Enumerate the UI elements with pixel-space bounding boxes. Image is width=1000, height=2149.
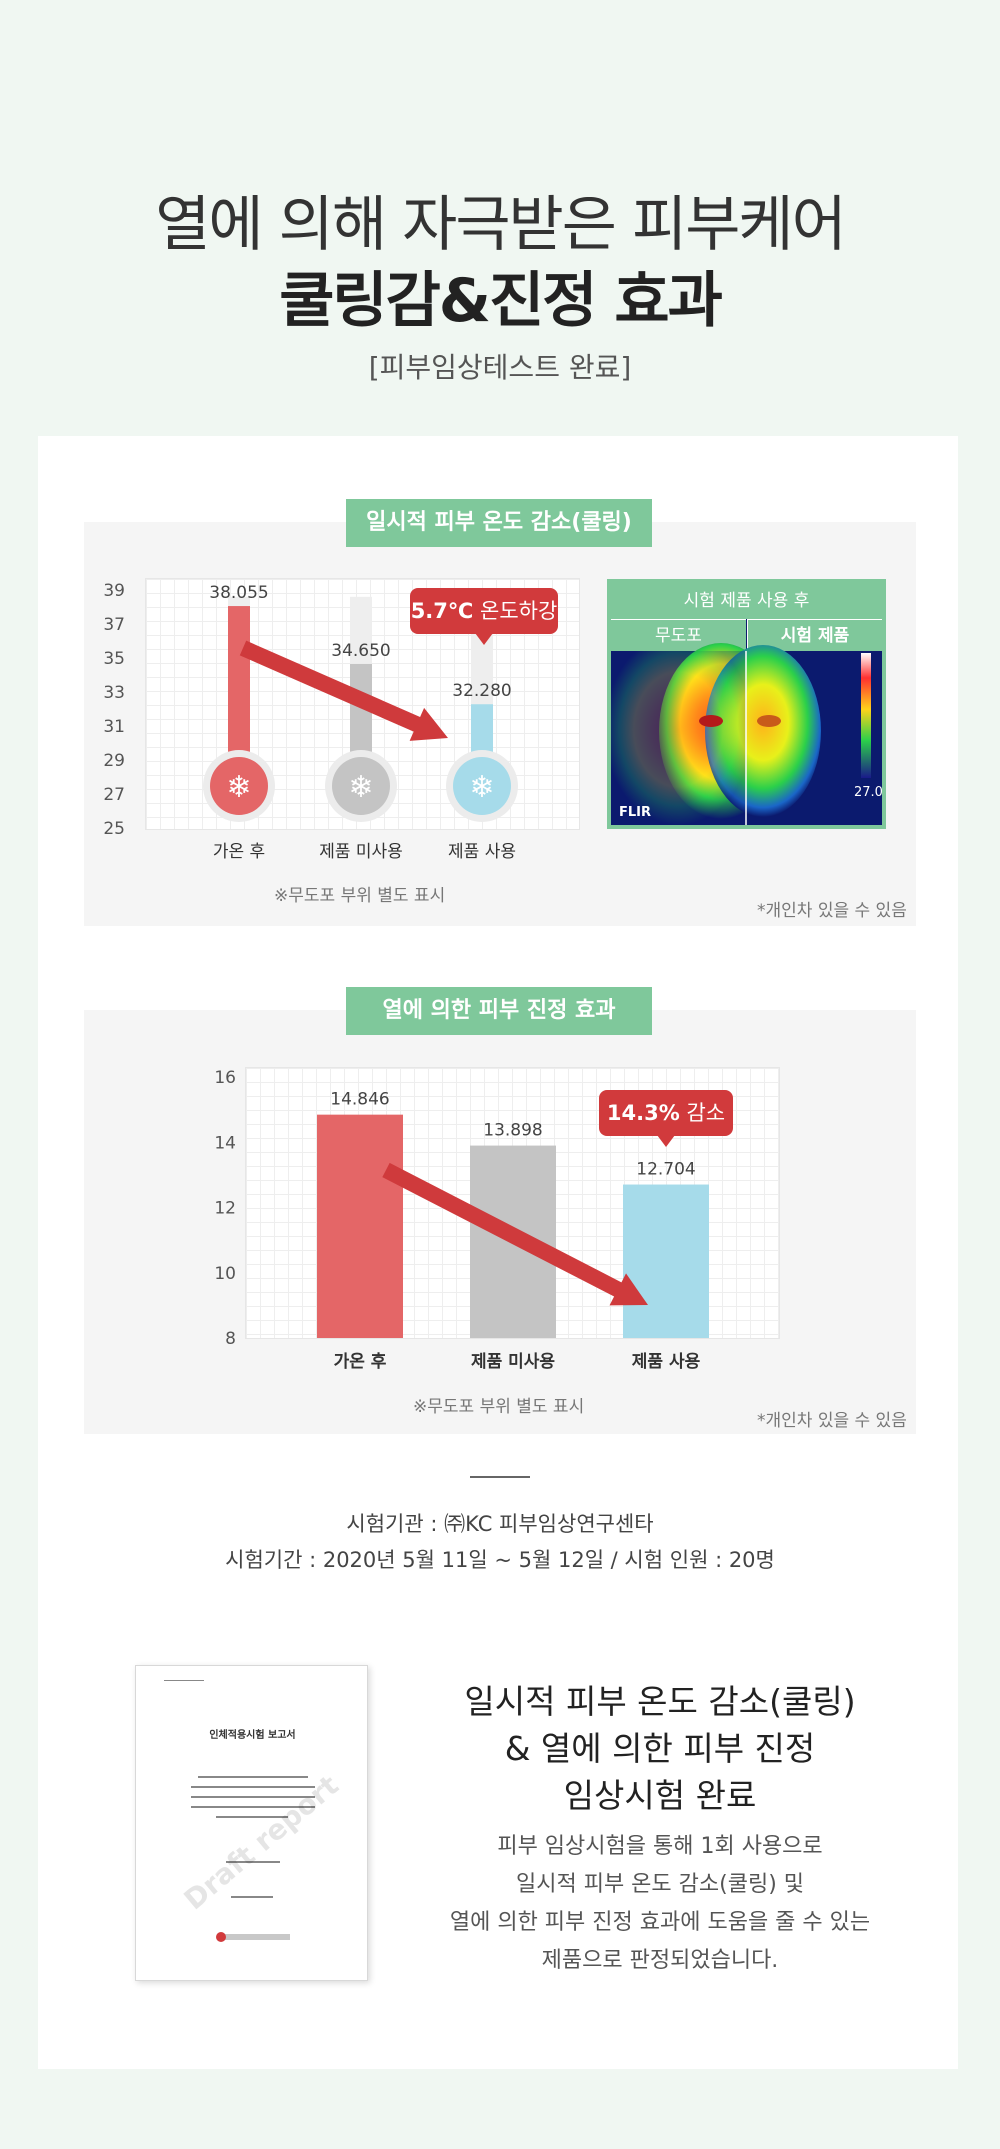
cooling-ytick-label: 25 [103, 819, 125, 839]
snowflake-icon: ❄ [469, 770, 494, 805]
cooling-individual-note: *개인차 있을 수 있음 [757, 901, 907, 921]
soothing-individual-note: *개인차 있을 수 있음 [757, 1411, 907, 1431]
report-document-thumbnail: 인체적용시험 보고서 Draft report [135, 1665, 368, 1981]
soothing-ytick-label: 8 [225, 1329, 236, 1349]
cooling-category-label: 가온 후 [213, 842, 265, 862]
soothing-callout-value: 14.3% [606, 1101, 680, 1125]
soothing-category-label: 제품 미사용 [471, 1352, 555, 1372]
thermal-scale-value: 27.0 [854, 785, 883, 800]
soothing-area-note: ※무도포 부위 별도 표시 [413, 1397, 585, 1417]
result-body-line2: 일시적 피부 온도 감소(쿨링) 및 [515, 1872, 805, 1897]
cooling-ytick-label: 31 [103, 717, 125, 737]
cooling-ytick-label: 35 [103, 649, 125, 669]
report-title: 인체적용시험 보고서 [209, 1730, 296, 1741]
result-body-line1: 피부 임상시험을 통해 1회 사용으로 [497, 1834, 823, 1859]
test-period: 시험기간 : 2020년 5월 11일 ~ 5월 12일 / 시험 인원 : 2… [225, 1548, 775, 1572]
soothing-ytick-label: 12 [214, 1199, 236, 1219]
cooling-bulb [453, 757, 511, 815]
cooling-chart-title: 일시적 피부 온도 감소(쿨링) [346, 499, 652, 547]
thermal-face-image [611, 643, 882, 825]
soothing-callout: 14.3% 감소 [599, 1090, 733, 1136]
cooling-bulb [332, 757, 390, 815]
report-watermark: Draft report [177, 1768, 345, 1917]
soothing-value-label: 12.704 [636, 1160, 695, 1180]
cooling-ytick-label: 33 [103, 683, 125, 703]
soothing-bar-heated [317, 1114, 403, 1338]
test-institution: 시험기관 : ㈜KC 피부임상연구센타 [346, 1512, 654, 1536]
result-title-line3: 임상시험 완료 [563, 1776, 757, 1815]
cooling-bar-heated [228, 606, 250, 770]
soothing-callout-text: 감소 [686, 1101, 726, 1125]
soothing-value-label: 14.846 [330, 1090, 389, 1110]
soothing-decrease-arrow [382, 1162, 648, 1306]
cooling-category-label: 제품 미사용 [319, 842, 403, 862]
hero-subtitle: [피부임상테스트 완료] [368, 351, 632, 384]
snowflake-icon: ❄ [226, 770, 251, 805]
result-title-line2: & 열에 의한 피부 진정 [504, 1729, 816, 1768]
cooling-area-note: ※무도포 부위 별도 표시 [274, 886, 446, 906]
soothing-ytick-label: 14 [214, 1133, 236, 1153]
result-body-line4: 제품으로 판정되었습니다. [541, 1948, 779, 1973]
section-divider [470, 1476, 530, 1478]
cooling-ytick-label: 29 [103, 751, 125, 771]
thermal-image-panel: 시험 제품 사용 후 무도포 시험 제품 [607, 579, 886, 829]
cooling-decrease-arrow [239, 640, 448, 741]
hero-title-line2: 쿨링감&진정 효과 [279, 266, 723, 336]
soothing-ytick-label: 16 [214, 1068, 236, 1088]
thermal-header: 시험 제품 사용 후 [611, 583, 882, 619]
soothing-value-label: 13.898 [483, 1121, 542, 1141]
soothing-bar-product [623, 1184, 709, 1338]
cooling-callout-value: 5.7℃ [410, 599, 474, 623]
cooling-ytick-label: 27 [103, 785, 125, 805]
soothing-callout-tail [657, 1135, 675, 1147]
cooling-value-label: 32.280 [452, 681, 511, 701]
cooling-value-label: 38.055 [209, 583, 268, 603]
snowflake-icon: ❄ [348, 770, 373, 805]
soothing-category-label: 제품 사용 [632, 1352, 701, 1372]
cooling-ytick-label: 39 [103, 581, 125, 601]
cooling-category-label: 제품 사용 [448, 842, 516, 862]
soothing-category-label: 가온 후 [334, 1351, 387, 1372]
cooling-callout-text: 온도하강 [480, 599, 558, 623]
thermal-brand: FLIR [619, 805, 652, 820]
report-logo-icon [216, 1932, 226, 1942]
soothing-ytick-label: 10 [214, 1264, 236, 1284]
cooling-callout: 5.7℃ 온도하강 [410, 588, 558, 634]
result-body-line3: 열에 의한 피부 진정 효과에 도움을 줄 수 있는 [449, 1910, 871, 1935]
cooling-ytick-label: 37 [103, 615, 125, 635]
cooling-callout-tail [475, 633, 493, 645]
result-title-line1: 일시적 피부 온도 감소(쿨링) [464, 1682, 856, 1721]
cooling-value-label: 34.650 [331, 641, 390, 661]
cooling-bulb [210, 757, 268, 815]
hero-title-line1: 열에 의해 자극받은 피부케어 [155, 190, 847, 260]
soothing-chart-title: 열에 의한 피부 진정 효과 [346, 987, 652, 1035]
